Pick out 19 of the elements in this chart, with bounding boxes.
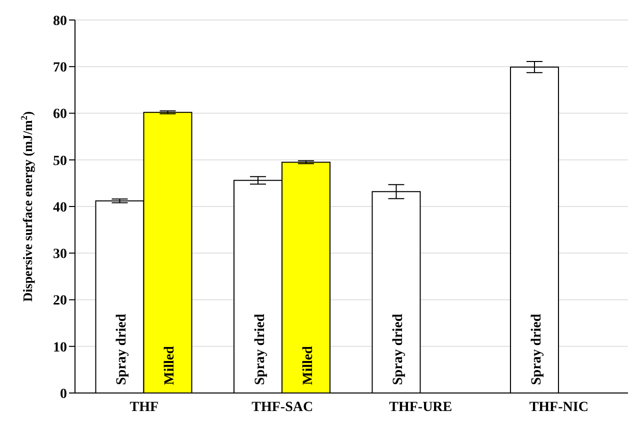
- text: Milled: [300, 346, 316, 385]
- text: Spray dried: [391, 314, 406, 385]
- y-tick-label: 60: [53, 107, 67, 122]
- y-tick-label: 80: [53, 14, 67, 29]
- y-tick-label: 50: [53, 154, 67, 169]
- text: Spray dried: [529, 314, 544, 385]
- y-tick-label: 70: [53, 60, 67, 76]
- y-tick-label: 20: [53, 294, 67, 309]
- x-tick-label: THF-NIC: [529, 400, 588, 415]
- series-label: Spray dried: [114, 314, 130, 385]
- text: Spray dried: [252, 314, 268, 385]
- y-tick-label: 0: [60, 386, 67, 402]
- x-tick-label: THF-URE: [389, 400, 452, 415]
- x-tick-label: THF: [130, 400, 159, 415]
- y-tick-label: 10: [53, 340, 67, 356]
- series-label: Milled: [162, 346, 178, 385]
- x-tick-label: THF-SAC: [252, 400, 314, 415]
- y-tick-label: 40: [53, 200, 67, 216]
- y-tick-label: 30: [53, 247, 67, 262]
